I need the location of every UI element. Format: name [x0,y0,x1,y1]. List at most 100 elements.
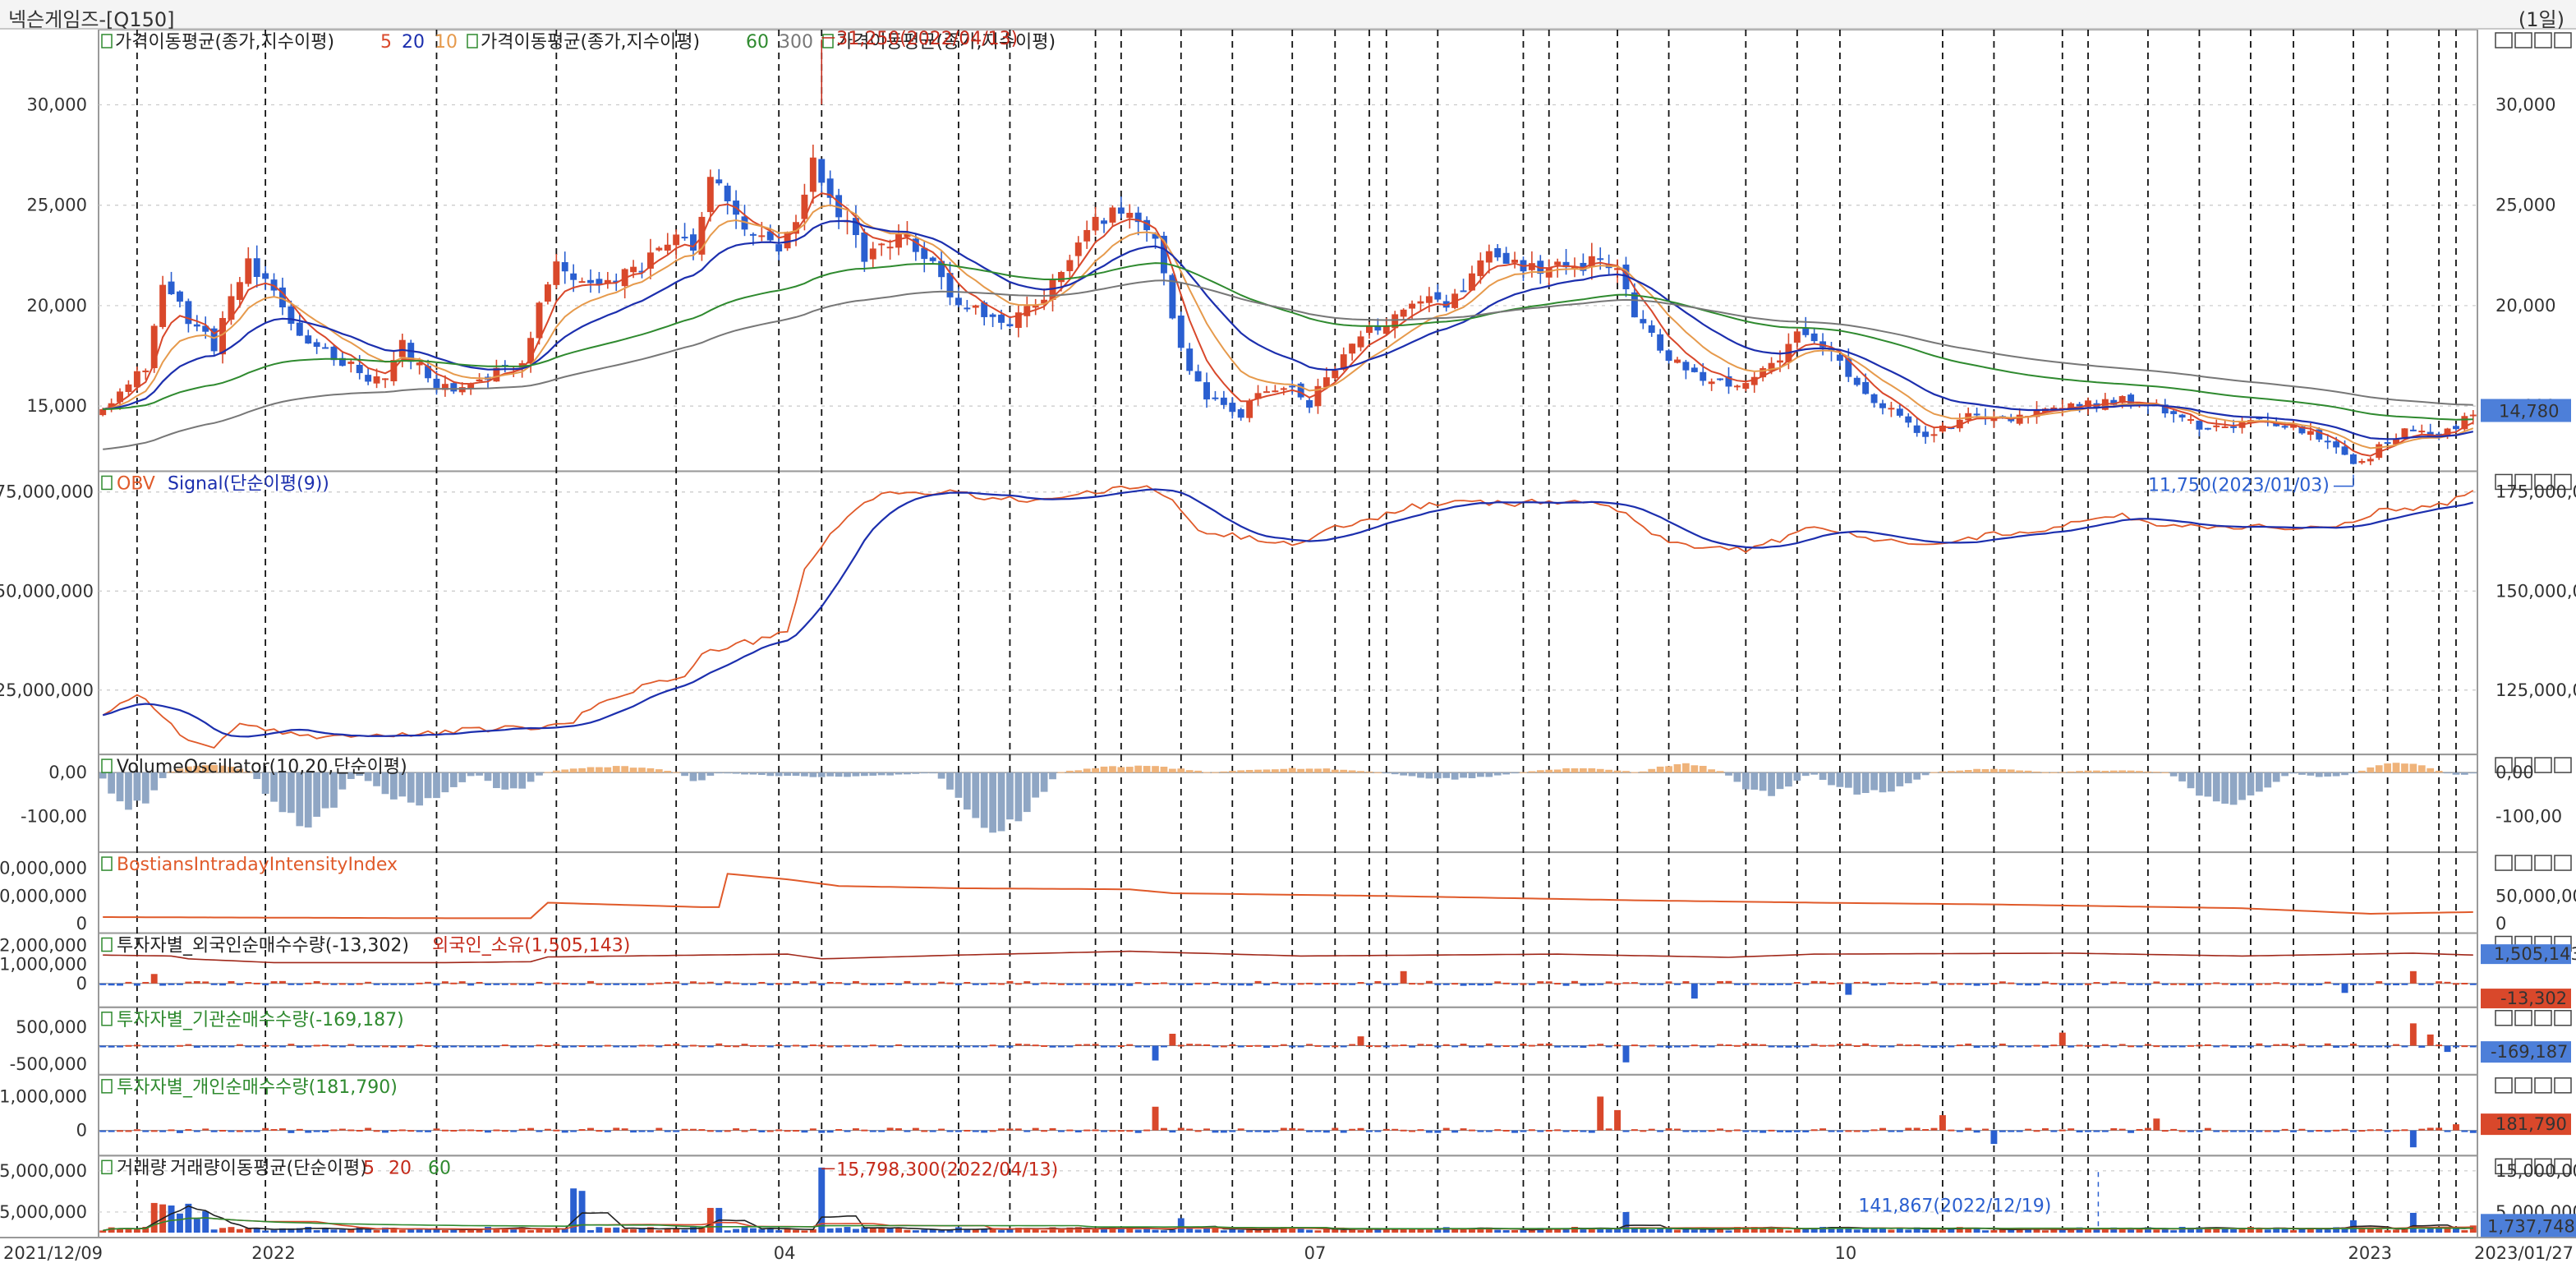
candle-body [2290,425,2297,428]
oscillator-bar [509,772,518,789]
net-buy-bar [2093,982,2100,984]
foreign-holding-line [103,950,2473,964]
net-buy-bar [2469,1130,2477,1133]
net-buy-bar [852,1045,859,1048]
net-buy-bar [1502,1045,1510,1048]
net-buy-bar [1785,983,1792,985]
net-buy-bar [793,1130,799,1132]
net-buy-bar [202,981,209,984]
net-buy-bar [1760,1130,1767,1133]
net-buy-bar [895,1128,902,1131]
candle-body [1237,409,1244,418]
net-buy-bar [193,1045,200,1048]
net-buy-bar [1853,981,1861,984]
net-buy-bar [485,1130,491,1133]
oscillator-bar [724,772,732,774]
oscillator-bar [929,772,937,774]
net-buy-bar [1134,982,1142,984]
net-buy-bar [2444,981,2451,984]
net-buy-bar [1708,1130,1715,1132]
volume-legend-item: 거래량 [117,1158,167,1178]
oscillator-bar [1793,772,1801,781]
net-buy-bar [2170,1128,2178,1131]
net-buy-bar [587,1045,594,1048]
oscillator-bar [458,772,467,782]
candle-body [964,307,971,310]
net-buy-bar [733,1128,740,1131]
volume-bar [809,1229,816,1233]
net-buy-bar [373,1130,380,1132]
net-buy-bar [1682,1045,1690,1048]
oscillator-bar [980,772,988,828]
volume-bar [929,1229,936,1233]
net-buy-bar [972,983,979,985]
net-buy-bar [826,981,834,984]
period-label[interactable]: (1일) [2518,8,2564,31]
net-buy-bar [2273,1130,2280,1132]
net-buy-bar [2170,1045,2178,1048]
volume-badge [2481,1214,2576,1238]
volume-bar [844,1227,851,1233]
oscillator-bar [2324,772,2332,777]
volume-bar [2136,1229,2143,1233]
net-buy-bar [1109,1130,1116,1132]
net-buy-bar [1785,1130,1792,1133]
chart-series [99,145,2477,1233]
candle-body [1169,274,1176,319]
candle-body [1545,267,1552,278]
stock-chart[interactable]: 2021/12/09 2022 04 07 10 2023 2023/01/2730,000… [0,30,2576,1277]
oscillator-bar [1271,769,1279,773]
net-buy-bar [690,981,697,984]
volume-bar [2452,1229,2459,1233]
net-buy-bar [656,1127,663,1131]
vo-y-tick-left: 0,00 [48,763,87,782]
net-buy-bar [1930,981,1938,984]
price-legend-title: 가격이동평균(종가,지수이평) [836,32,1056,53]
volume-bar [981,1229,988,1233]
volume-bar [793,1229,799,1233]
net-buy-bar [1750,1130,1758,1132]
oscillator-bar [1322,768,1331,773]
net-buy-bar [1870,1044,1878,1047]
net-buy-bar [228,1045,235,1048]
candle-body [1160,235,1167,274]
institution-y-tick: -500,000 [10,1054,87,1074]
net-buy-bar [1451,1045,1459,1048]
candle-body [228,296,235,320]
oscillator-bar [2375,765,2383,773]
candle-body [1186,348,1194,371]
volume-bar [561,1228,568,1233]
candle-body [1212,397,1219,399]
oscillator-bar [1725,772,1732,776]
net-buy-bar [1434,1130,1442,1133]
net-buy-bar [1717,980,1724,984]
oscillator-bar [201,765,209,773]
net-buy-bar [1382,1128,1390,1131]
net-buy-bar [1203,1044,1210,1046]
candle-body [1117,207,1125,214]
candle-body [1297,383,1304,398]
oscillator-bar [2076,771,2083,773]
net-buy-bar [1939,1115,1946,1131]
net-buy-bar [2461,983,2468,985]
net-buy-bar [2256,983,2263,985]
net-buy-bar [869,1130,876,1132]
net-buy-bar [1665,981,1672,984]
volume-bar [1725,1230,1732,1233]
candle-body [1674,359,1681,363]
oscillator-bar [1716,771,1724,773]
net-buy-bar [1648,983,1655,985]
net-buy-bar [1186,1128,1194,1131]
net-buy-bar [536,981,543,984]
net-buy-bar [1956,1044,1963,1047]
candle-body [1502,252,1510,264]
net-buy-bar [766,983,774,985]
volume-bar [313,1229,320,1233]
net-buy-bar [544,1045,551,1048]
candle-body [1742,383,1750,390]
net-buy-bar [912,983,919,985]
volume-bar [2409,1212,2417,1233]
institution-y-tick: 500,000 [16,1017,87,1037]
candle-body [193,324,200,327]
net-buy-bar [2221,1130,2229,1132]
